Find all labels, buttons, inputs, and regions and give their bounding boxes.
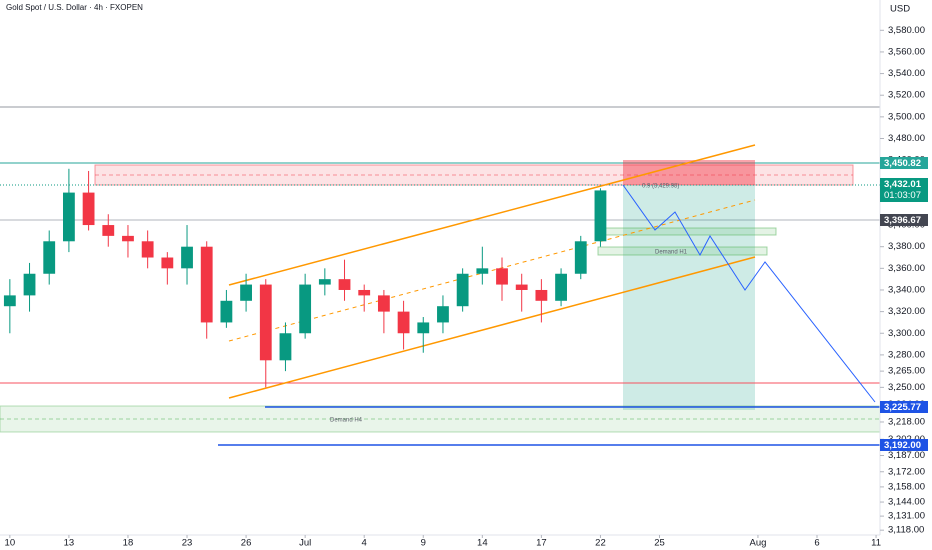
candle-body <box>318 279 331 285</box>
price-badges: 3,450.82 3,432.01 01:03:07 3,396.67 3,22… <box>880 157 928 451</box>
x-tick-label: 23 <box>182 538 193 549</box>
candle-body <box>594 190 607 242</box>
x-tick-label: 9 <box>421 538 426 549</box>
candle-body <box>240 284 252 301</box>
y-tick-label: 3,187.00 <box>888 450 925 461</box>
fib-label: 0.9 (3,429.98) <box>642 184 679 190</box>
candle-body <box>279 333 292 361</box>
candle-body <box>496 268 508 285</box>
y-tick-label: 3,250.00 <box>888 382 925 393</box>
candle-body <box>200 246 213 323</box>
candle-body <box>555 273 567 301</box>
demand-zone <box>597 246 768 256</box>
candle-body <box>417 322 430 334</box>
stop-zone <box>623 160 755 185</box>
channel-line <box>228 144 756 286</box>
candle-body <box>220 300 233 323</box>
badge-label: 3,225.77 <box>884 402 921 413</box>
candle-body <box>574 241 587 274</box>
badge-label: 3,396.67 <box>884 215 921 226</box>
candle-body <box>456 273 469 307</box>
candle-body <box>122 235 134 242</box>
channel-line <box>228 256 756 399</box>
candles <box>3 168 607 388</box>
candle-body <box>3 295 16 307</box>
y-tick-label: 3,265.00 <box>888 366 925 377</box>
candle-body <box>62 192 75 242</box>
candle-body <box>476 268 489 274</box>
x-tick-label: 10 <box>5 538 16 549</box>
x-tick-label: 17 <box>536 538 547 549</box>
y-tick-label: 3,172.00 <box>888 466 925 477</box>
chart-title: Gold Spot / U.S. Dollar · 4h · FXOPEN <box>6 3 143 12</box>
candle-body <box>397 311 410 334</box>
candle-body <box>358 289 371 296</box>
x-tick-label: 6 <box>814 538 819 549</box>
badge <box>880 157 928 169</box>
badge-label: 3,192.00 <box>884 440 921 451</box>
zone-label: Demand H1 <box>655 250 688 256</box>
y-tick-label: 3,540.00 <box>888 68 925 79</box>
y-tick-label: 3,158.00 <box>888 481 925 492</box>
candle-body <box>377 295 390 312</box>
y-tick-label: 3,500.00 <box>888 111 925 122</box>
badge <box>880 401 928 413</box>
candle-body <box>141 241 154 258</box>
demand-zone <box>597 227 777 236</box>
x-tick-label: Jul <box>299 538 311 549</box>
x-tick-label: 18 <box>123 538 134 549</box>
candle-body <box>437 306 449 323</box>
y-tick-label: 3,131.00 <box>888 511 925 522</box>
y-tick-label: 3,144.00 <box>888 497 925 508</box>
y-tick-label: 3,218.00 <box>888 416 925 427</box>
x-tick-label: 22 <box>595 538 606 549</box>
badge <box>880 178 928 202</box>
y-axis: 3,580.00 3,560.00 3,540.00 3,520.00 3,500.00… <box>880 25 925 536</box>
y-tick-label: 3,560.00 <box>888 46 925 57</box>
price-axis <box>880 0 932 550</box>
candle-body <box>259 284 272 361</box>
projection-path <box>622 184 876 403</box>
x-tick-label: 25 <box>654 538 665 549</box>
candle-body <box>181 246 193 269</box>
candle-body <box>299 284 312 334</box>
target-zone <box>623 185 755 410</box>
y-tick-label: 3,360.00 <box>888 263 925 274</box>
x-tick-label: 14 <box>477 538 488 549</box>
y-tick-label: 3,280.00 <box>888 349 925 360</box>
candle-body <box>102 225 115 236</box>
candle-body <box>338 279 351 290</box>
badge-label: 3,450.82 <box>884 158 921 169</box>
y-tick-label: 3,480.00 <box>888 133 925 144</box>
candle-body <box>535 289 548 301</box>
candle-body <box>23 273 36 296</box>
zone-label: Demand H4 <box>330 418 363 424</box>
badge-label: 3,432.01 <box>884 179 922 190</box>
x-tick-label: 13 <box>64 538 75 549</box>
y-tick-label: 3,580.00 <box>888 25 925 36</box>
demand-zone <box>0 405 881 433</box>
badge <box>880 214 928 226</box>
x-tick-label: 4 <box>362 538 367 549</box>
x-tick-label: Aug <box>749 538 766 549</box>
x-tick-label: 26 <box>241 538 252 549</box>
currency-label: USD <box>890 4 910 15</box>
y-tick-label: 3,380.00 <box>888 241 925 252</box>
y-tick-label: 3,520.00 <box>888 90 925 101</box>
candle-body <box>515 284 528 290</box>
candle-body <box>43 241 56 274</box>
badge <box>880 439 928 451</box>
y-tick-label: 3,118.00 <box>888 525 924 536</box>
y-tick-label: 3,340.00 <box>888 284 925 295</box>
y-tick-label: 3,320.00 <box>888 306 925 317</box>
candle-body <box>82 192 95 226</box>
y-tick-label: 3,300.00 <box>888 328 925 339</box>
badge-label: 01:03:07 <box>884 190 921 201</box>
candle-body <box>161 257 174 269</box>
channel-midline <box>228 199 756 342</box>
x-tick-label: 11 <box>871 538 881 549</box>
